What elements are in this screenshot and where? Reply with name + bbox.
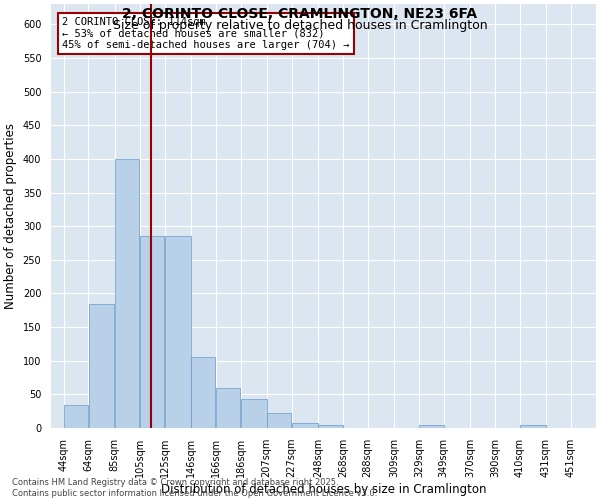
- Y-axis label: Number of detached properties: Number of detached properties: [4, 123, 17, 309]
- Bar: [419, 426, 443, 428]
- X-axis label: Distribution of detached houses by size in Cramlington: Distribution of detached houses by size …: [161, 483, 486, 496]
- Text: 2 CORINTO CLOSE: 114sqm
← 53% of detached houses are smaller (832)
45% of semi-d: 2 CORINTO CLOSE: 114sqm ← 53% of detache…: [62, 17, 349, 50]
- Bar: [318, 424, 343, 428]
- Bar: [520, 426, 546, 428]
- Text: Contains HM Land Registry data © Crown copyright and database right 2025.
Contai: Contains HM Land Registry data © Crown c…: [12, 478, 377, 498]
- Bar: [164, 236, 191, 428]
- Bar: [292, 424, 317, 428]
- Bar: [115, 159, 139, 428]
- Bar: [191, 358, 215, 428]
- Bar: [241, 399, 266, 428]
- Text: Size of property relative to detached houses in Cramlington: Size of property relative to detached ho…: [113, 18, 487, 32]
- Bar: [267, 414, 292, 428]
- Bar: [216, 388, 241, 428]
- Bar: [89, 304, 115, 428]
- Bar: [64, 404, 88, 428]
- Text: 2, CORINTO CLOSE, CRAMLINGTON, NE23 6FA: 2, CORINTO CLOSE, CRAMLINGTON, NE23 6FA: [122, 8, 478, 22]
- Bar: [140, 236, 164, 428]
